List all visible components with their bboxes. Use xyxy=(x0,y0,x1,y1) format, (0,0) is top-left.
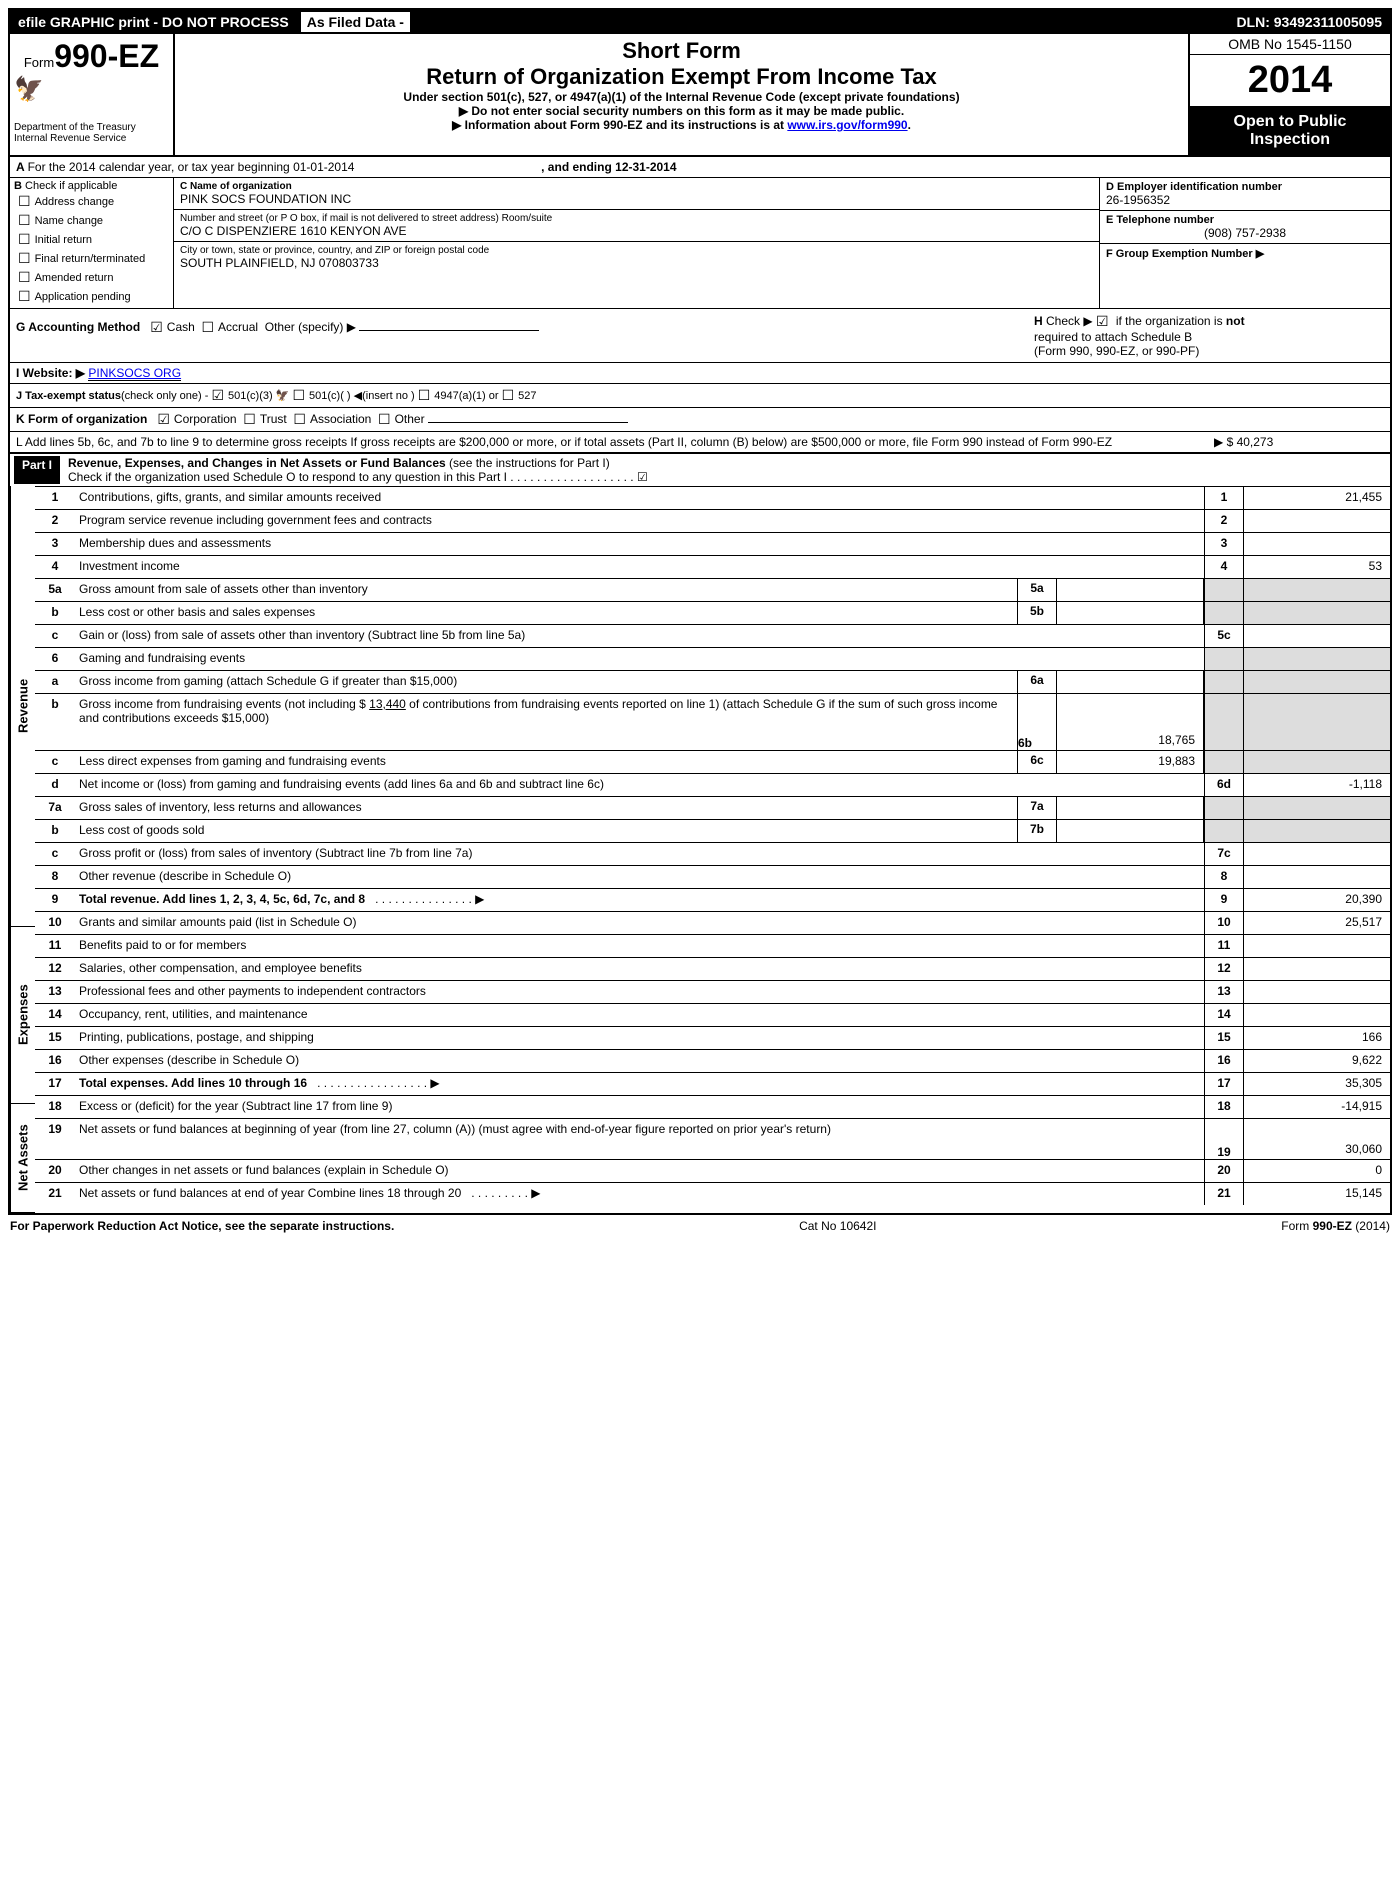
side-expenses: Expenses xyxy=(10,927,35,1104)
val-19: 30,060 xyxy=(1244,1119,1390,1159)
cb-trust[interactable]: Trust xyxy=(243,412,286,426)
city-label: City or town, state or province, country… xyxy=(180,245,1093,256)
part1-grid: Revenue Expenses Net Assets 1Contributio… xyxy=(10,486,1390,1213)
val-5c xyxy=(1244,625,1390,647)
val-1: 21,455 xyxy=(1244,487,1390,509)
val-11 xyxy=(1244,935,1390,957)
cb-501c3[interactable]: 501(c)(3) xyxy=(211,390,272,402)
val-6a xyxy=(1057,671,1204,693)
val-8 xyxy=(1244,866,1390,888)
cb-accrual[interactable]: Accrual xyxy=(201,320,258,334)
cb-527[interactable]: 527 xyxy=(502,390,537,402)
cb-final-return[interactable]: Final return/terminated xyxy=(14,249,169,268)
part1-header: Part I Revenue, Expenses, and Changes in… xyxy=(10,452,1390,486)
form-version: Form 990-EZ (2014) xyxy=(1281,1219,1390,1233)
gross-receipts-val: ▶ $ 40,273 xyxy=(1214,435,1384,449)
website-link[interactable]: PINKSOCS ORG xyxy=(88,366,181,381)
paperwork-notice: For Paperwork Reduction Act Notice, see … xyxy=(10,1219,394,1233)
val-7c xyxy=(1244,843,1390,865)
line-6b-desc: Gross income from fundraising events (no… xyxy=(75,694,1017,750)
cat-no: Cat No 10642I xyxy=(799,1219,876,1233)
row-I: I Website: ▶ PINKSOCS ORG xyxy=(10,363,1390,384)
val-17: 35,305 xyxy=(1244,1073,1390,1095)
subtitle-1: Under section 501(c), 527, or 4947(a)(1)… xyxy=(183,90,1180,104)
irs-label: Internal Revenue Service xyxy=(14,133,169,144)
cb-corporation[interactable]: Corporation xyxy=(157,412,236,426)
D-label: D Employer identification number xyxy=(1106,181,1282,193)
cb-application-pending[interactable]: Application pending xyxy=(14,287,169,306)
cb-sched-b-not-req[interactable] xyxy=(1096,314,1113,328)
cb-address-change[interactable]: Address change xyxy=(14,192,169,211)
subtitle-3: ▶ Information about Form 990-EZ and its … xyxy=(183,118,1180,132)
form-prefix: Form xyxy=(24,55,54,70)
C-label: C Name of organization xyxy=(180,181,292,192)
cb-initial-return[interactable]: Initial return xyxy=(14,230,169,249)
subtitle-2: ▶ Do not enter social security numbers o… xyxy=(183,104,1180,118)
val-15: 166 xyxy=(1244,1027,1390,1049)
dept-treasury: Department of the Treasury xyxy=(14,122,169,133)
line-A: A For the 2014 calendar year, or tax yea… xyxy=(10,157,1390,178)
val-5a xyxy=(1057,579,1204,601)
cb-name-change[interactable]: Name change xyxy=(14,211,169,230)
form-990ez: efile GRAPHIC print - DO NOT PROCESS As … xyxy=(8,8,1392,1215)
val-6b: 18,765 xyxy=(1057,694,1204,750)
city-state-zip: SOUTH PLAINFIELD, NJ 070803733 xyxy=(180,256,1093,270)
street-address: C/O C DISPENZIERE 1610 KENYON AVE xyxy=(180,224,1093,238)
open-inspection: Open to Public Inspection xyxy=(1190,107,1390,155)
row-J: J Tax-exempt status(check only one) - 50… xyxy=(10,384,1390,408)
G-label: G Accounting Method xyxy=(16,320,140,334)
val-6c: 19,883 xyxy=(1057,751,1204,773)
side-revenue: Revenue xyxy=(10,486,35,927)
tax-year: 2014 xyxy=(1190,55,1390,107)
form-number: 990-EZ xyxy=(54,38,159,74)
E-label: E Telephone number xyxy=(1106,214,1214,226)
short-form-title: Short Form xyxy=(183,38,1180,64)
omb-number: OMB No 1545-1150 xyxy=(1190,34,1390,55)
main-title: Return of Organization Exempt From Incom… xyxy=(183,64,1180,90)
org-name: PINK SOCS FOUNDATION INC xyxy=(180,192,1093,206)
val-7b xyxy=(1057,820,1204,842)
row-K: K Form of organization Corporation Trust… xyxy=(10,408,1390,432)
cb-association[interactable]: Association xyxy=(293,412,371,426)
cb-other-org[interactable]: Other xyxy=(378,412,425,426)
form-footer: For Paperwork Reduction Act Notice, see … xyxy=(8,1215,1392,1237)
telephone: (908) 757-2938 xyxy=(1106,226,1384,240)
val-6d: -1,118 xyxy=(1244,774,1390,796)
val-13 xyxy=(1244,981,1390,1003)
val-5b xyxy=(1057,602,1204,624)
efile-text: efile GRAPHIC print - DO NOT PROCESS xyxy=(10,10,297,34)
col-B-checkboxes: B Check if applicable Address change Nam… xyxy=(10,178,174,308)
cb-amended-return[interactable]: Amended return xyxy=(14,268,169,287)
ein: 26-1956352 xyxy=(1106,193,1384,207)
val-4: 53 xyxy=(1244,556,1390,578)
row-GH: G Accounting Method Cash Accrual Other (… xyxy=(10,309,1390,363)
cb-4947[interactable]: 4947(a)(1) or xyxy=(418,390,499,402)
form-header: Form990-EZ 🦅 Department of the Treasury … xyxy=(10,34,1390,157)
irs-link[interactable]: www.irs.gov/form990 xyxy=(787,118,907,132)
val-21: 15,145 xyxy=(1244,1183,1390,1205)
val-3 xyxy=(1244,533,1390,555)
val-14 xyxy=(1244,1004,1390,1026)
val-10: 25,517 xyxy=(1244,912,1390,934)
val-18: -14,915 xyxy=(1244,1096,1390,1118)
cb-cash[interactable]: Cash xyxy=(150,320,195,334)
section-BCDEF: B Check if applicable Address change Nam… xyxy=(10,178,1390,309)
top-bar: efile GRAPHIC print - DO NOT PROCESS As … xyxy=(10,10,1390,34)
row-L: L Add lines 5b, 6c, and 7b to line 9 to … xyxy=(10,432,1390,452)
val-16: 9,622 xyxy=(1244,1050,1390,1072)
val-2 xyxy=(1244,510,1390,532)
val-20: 0 xyxy=(1244,1160,1390,1182)
cb-501c[interactable]: 501(c)( ) ◀(insert no ) xyxy=(292,390,414,402)
street-label: Number and street (or P O box, if mail i… xyxy=(180,213,1093,224)
val-12 xyxy=(1244,958,1390,980)
val-9: 20,390 xyxy=(1244,889,1390,911)
as-filed-label: As Filed Data - xyxy=(301,12,430,32)
dln: DLN: 93492311005095 xyxy=(1228,10,1390,34)
side-netassets: Net Assets xyxy=(10,1104,35,1213)
F-label: F Group Exemption Number ▶ xyxy=(1106,248,1264,260)
val-7a xyxy=(1057,797,1204,819)
